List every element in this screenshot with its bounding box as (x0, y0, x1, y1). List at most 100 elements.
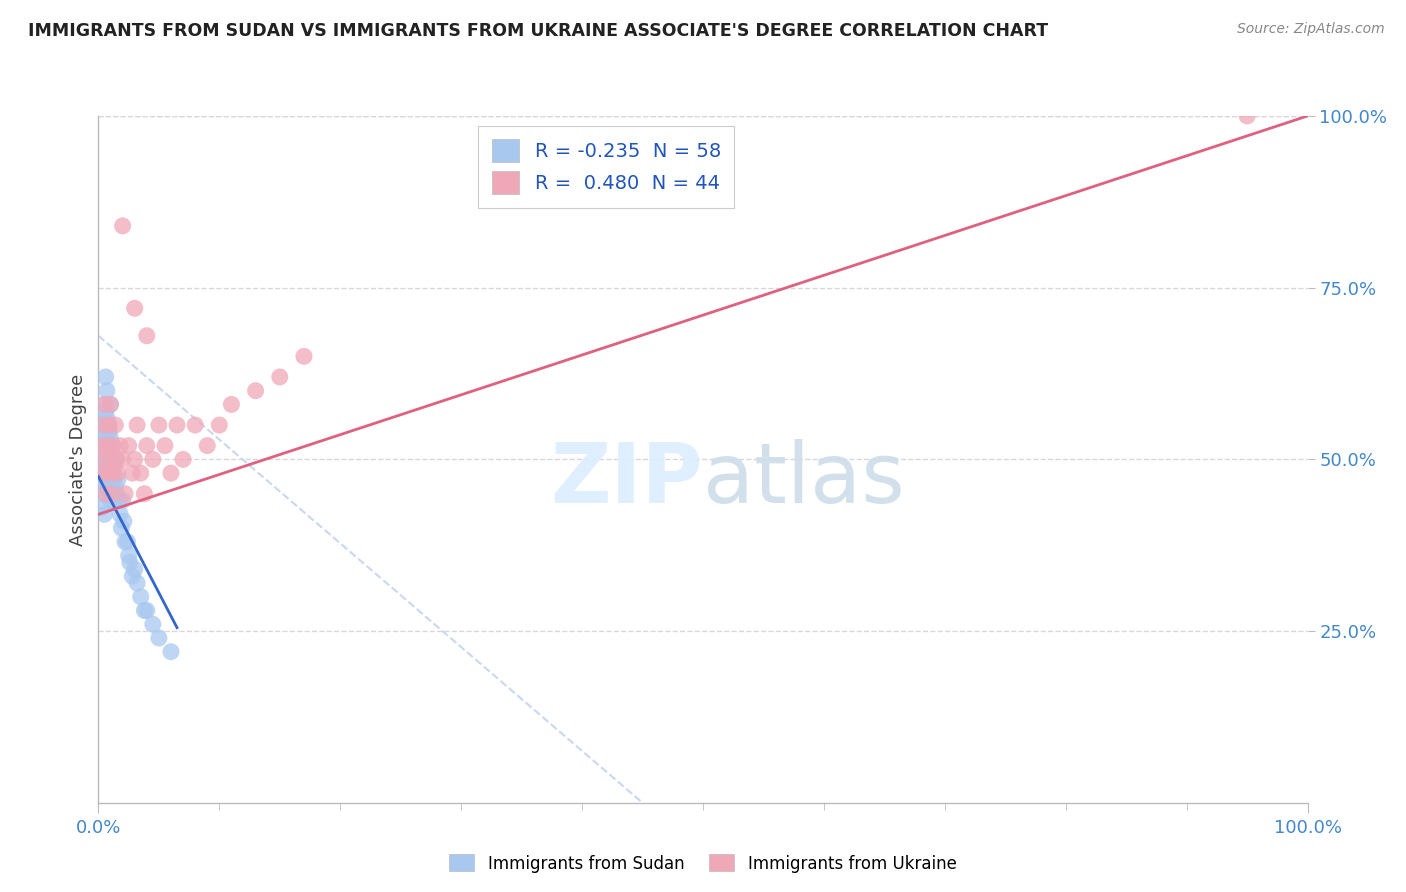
Point (103, 466, 125, 480)
Point (94, 370, 117, 384)
Point (101, 439, 124, 453)
Point (172, 452, 194, 467)
Point (103, 459, 125, 474)
Point (1236, 109, 1258, 123)
Point (124, 301, 146, 316)
Point (100, 397, 122, 411)
Point (93, 508, 115, 522)
Point (101, 473, 124, 487)
Point (93, 452, 115, 467)
Point (91, 480, 114, 494)
Point (96, 411, 118, 425)
Point (245, 384, 267, 398)
Point (117, 534, 139, 549)
Point (100, 397, 122, 411)
Point (100, 480, 122, 494)
Point (105, 452, 128, 467)
Point (93, 397, 115, 411)
Point (96, 473, 118, 487)
Point (100, 487, 122, 501)
Point (153, 439, 176, 453)
Point (103, 493, 125, 508)
Point (94, 466, 117, 480)
Point (97, 480, 120, 494)
Point (129, 590, 152, 604)
Point (98, 425, 121, 439)
Text: ZIP: ZIP (551, 440, 703, 521)
Point (105, 452, 128, 467)
Point (124, 452, 146, 467)
Point (118, 439, 141, 453)
Point (129, 466, 152, 480)
Point (93, 452, 115, 467)
Point (110, 521, 132, 535)
Point (121, 569, 143, 583)
Point (93, 397, 115, 411)
Point (100, 493, 122, 508)
Point (91, 439, 114, 453)
Point (100, 466, 122, 480)
Point (101, 439, 124, 453)
Point (90, 439, 112, 453)
Point (104, 417, 127, 433)
Point (108, 508, 131, 522)
Point (135, 328, 157, 343)
Point (195, 439, 218, 453)
Point (90, 487, 112, 501)
Point (94, 487, 117, 501)
Point (160, 645, 183, 659)
Point (166, 417, 188, 433)
Point (107, 473, 129, 487)
Point (91, 500, 114, 515)
Point (100, 452, 122, 467)
Y-axis label: Associate's Degree: Associate's Degree (69, 373, 87, 546)
Point (118, 555, 141, 570)
Point (221, 397, 243, 411)
Point (98, 417, 121, 433)
Point (148, 631, 170, 645)
Point (114, 534, 136, 549)
Point (135, 439, 157, 453)
Point (97, 466, 120, 480)
Point (127, 417, 149, 433)
Point (91, 417, 114, 433)
Legend: R = -0.235  N = 58, R =  0.480  N = 44: R = -0.235 N = 58, R = 0.480 N = 44 (478, 126, 734, 208)
Point (127, 576, 149, 591)
Point (96, 439, 118, 453)
Point (142, 452, 165, 467)
Point (104, 480, 127, 494)
Point (111, 493, 134, 508)
Point (91, 452, 114, 467)
Point (91, 473, 114, 487)
Point (124, 562, 146, 576)
Text: Source: ZipAtlas.com: Source: ZipAtlas.com (1237, 22, 1385, 37)
Point (94, 404, 117, 418)
Point (112, 514, 135, 528)
Point (208, 417, 231, 433)
Point (107, 466, 129, 480)
Text: atlas: atlas (703, 440, 904, 521)
Point (184, 417, 207, 433)
Point (111, 452, 134, 467)
Point (93, 425, 115, 439)
Point (93, 480, 115, 494)
Point (91, 466, 114, 480)
Point (111, 219, 134, 233)
Point (134, 487, 156, 501)
Point (94, 432, 117, 446)
Point (292, 350, 315, 364)
Point (148, 417, 170, 433)
Text: IMMIGRANTS FROM SUDAN VS IMMIGRANTS FROM UKRAINE ASSOCIATE'S DEGREE CORRELATION : IMMIGRANTS FROM SUDAN VS IMMIGRANTS FROM… (28, 22, 1049, 40)
Point (121, 466, 143, 480)
Point (269, 370, 291, 384)
Point (160, 466, 183, 480)
Point (96, 384, 118, 398)
Point (96, 439, 118, 453)
Point (134, 603, 156, 617)
Point (97, 445, 120, 459)
Point (98, 459, 121, 474)
Point (114, 487, 136, 501)
Point (100, 452, 122, 467)
Point (108, 439, 131, 453)
Point (135, 603, 157, 617)
